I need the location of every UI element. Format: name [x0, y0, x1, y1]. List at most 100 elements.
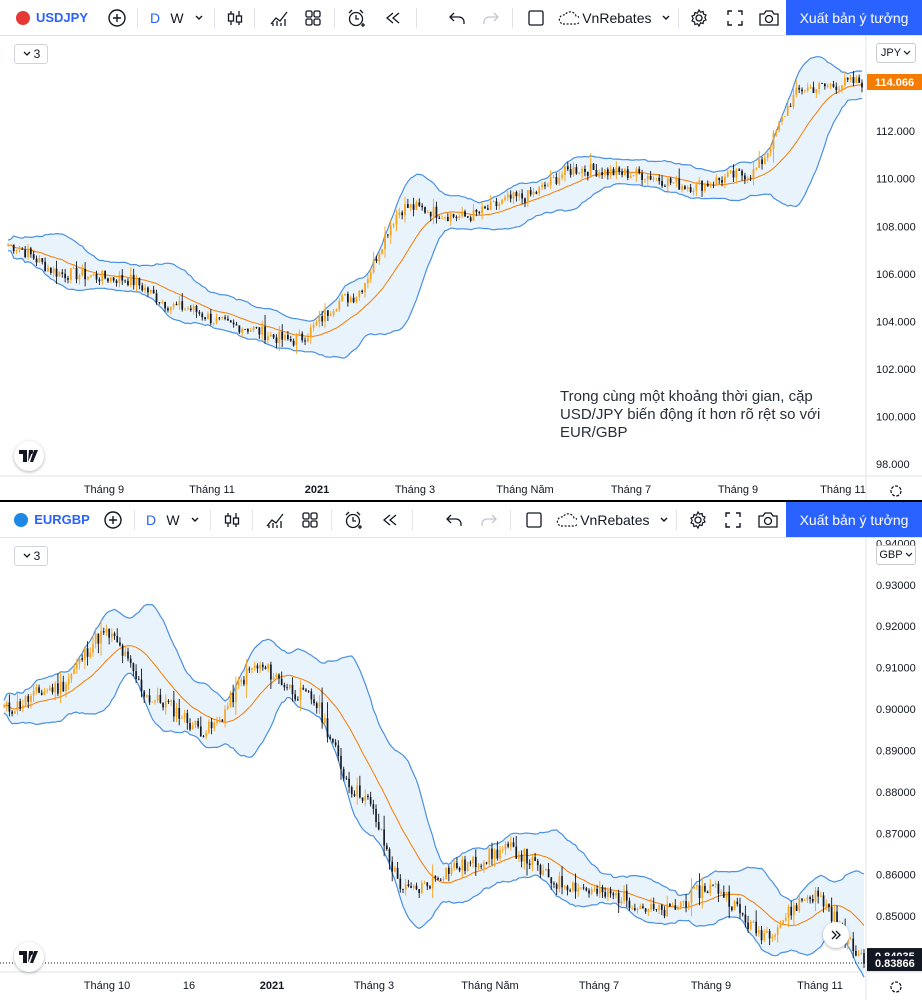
candle-body — [294, 694, 296, 700]
tradingview-logo[interactable] — [14, 441, 44, 471]
candle — [528, 859, 531, 870]
interval-d-button[interactable]: D — [145, 511, 157, 528]
candle-body — [555, 177, 558, 184]
candle-body — [51, 687, 54, 693]
candle — [158, 302, 161, 305]
replay-button[interactable] — [377, 502, 403, 537]
candle — [5, 700, 8, 712]
compare-symbol-button[interactable] — [100, 502, 126, 537]
undo-button[interactable] — [441, 502, 467, 537]
currency-unit-button[interactable]: JPY — [876, 43, 916, 63]
candle-body — [478, 212, 481, 214]
chart-type-button[interactable] — [219, 502, 245, 537]
candle-body — [518, 193, 521, 197]
candle-body — [304, 340, 306, 342]
candle-body — [209, 313, 212, 324]
candle — [281, 324, 284, 348]
compare-symbol-button[interactable] — [104, 0, 130, 35]
candle — [585, 886, 588, 892]
time-axis-tick-label: Tháng 9 — [718, 484, 758, 496]
square-icon — [526, 511, 542, 528]
save-layout-button[interactable]: VnRebates — [554, 502, 670, 537]
usdjpy-price-chart[interactable]: 112.000 110.000 108.000 106.000 104.000 102.0… — [0, 36, 922, 500]
interval-w-button[interactable]: W — [170, 9, 184, 26]
scroll-to-realtime-button[interactable] — [823, 922, 849, 948]
candle-body — [466, 862, 469, 871]
candle — [483, 859, 485, 873]
candle-body — [721, 180, 723, 183]
fullscreen-button[interactable] — [720, 502, 746, 537]
snapshot-button[interactable] — [755, 502, 781, 537]
candle-body — [159, 694, 162, 703]
candle — [12, 244, 15, 254]
candle — [432, 198, 435, 225]
candle-body — [127, 651, 129, 659]
candle-body — [204, 317, 206, 319]
candle-body — [671, 905, 674, 907]
candle-body — [615, 892, 617, 896]
candle — [237, 676, 240, 689]
candle — [444, 216, 446, 221]
templates-button[interactable] — [300, 0, 326, 35]
publish-idea-button[interactable]: Xuất bản ý tưởng — [786, 0, 922, 35]
fullscreen-button[interactable] — [722, 0, 748, 35]
candle-body — [829, 84, 832, 86]
candle — [324, 303, 326, 328]
templates-button[interactable] — [297, 502, 323, 537]
redo-button[interactable] — [478, 0, 504, 35]
candle-body — [275, 674, 278, 678]
candle-body — [232, 693, 234, 703]
candle-body — [561, 876, 563, 888]
interval-dropdown-button[interactable] — [190, 0, 208, 35]
candle-body — [195, 305, 198, 313]
publish-idea-button[interactable]: Xuất bản ý tưởng — [786, 502, 922, 537]
currency-unit-button[interactable]: GBP — [876, 545, 916, 565]
candle-body — [768, 931, 771, 939]
symbol-search-button[interactable]: EURGBP — [10, 502, 94, 537]
candle-body — [69, 268, 72, 280]
indicators-button[interactable] — [266, 0, 292, 35]
candle — [578, 171, 581, 175]
legend-toggle-button[interactable]: 3 — [14, 546, 48, 566]
candle — [412, 884, 415, 890]
candle-body — [412, 204, 415, 210]
candle-body — [280, 678, 283, 686]
snapshot-button[interactable] — [756, 0, 782, 35]
settings-button[interactable] — [685, 502, 711, 537]
alert-button[interactable] — [341, 502, 367, 537]
tradingview-logo[interactable] — [14, 942, 44, 972]
candle-body — [501, 849, 504, 851]
interval-dropdown-button[interactable] — [186, 502, 204, 537]
save-layout-button[interactable]: VnRebates — [556, 0, 672, 35]
candle — [801, 898, 803, 903]
layout-select-button[interactable] — [524, 0, 548, 35]
candle-body — [598, 172, 601, 177]
eurgbp-price-chart[interactable]: 0.940000.930000.920000.910000.900000.890… — [0, 538, 922, 1000]
candle — [118, 271, 121, 288]
chart-type-button[interactable] — [222, 0, 248, 35]
interval-d-button[interactable]: D — [149, 9, 161, 26]
candle-body — [464, 859, 466, 871]
candle — [67, 673, 70, 690]
candle — [132, 268, 135, 290]
legend-toggle-button[interactable]: 3 — [14, 44, 48, 64]
interval-w-button[interactable]: W — [166, 511, 180, 528]
layout-select-button[interactable] — [522, 502, 546, 537]
replay-button[interactable] — [380, 0, 406, 35]
undo-button[interactable] — [444, 0, 470, 35]
candle-body — [823, 83, 826, 87]
candle — [726, 169, 729, 178]
chevron-down-icon — [660, 517, 667, 522]
settings-button[interactable] — [686, 0, 712, 35]
indicators-button[interactable] — [262, 502, 288, 537]
alert-button[interactable] — [344, 0, 370, 35]
redo-button[interactable] — [476, 502, 502, 537]
candle — [208, 719, 210, 735]
candle — [189, 718, 191, 732]
candle — [815, 88, 818, 98]
candle-body — [202, 736, 205, 737]
candle-body — [238, 325, 241, 333]
chevron-down-icon — [903, 50, 911, 55]
symbol-search-button[interactable]: USDJPY — [10, 0, 94, 35]
candle-body — [421, 205, 424, 208]
